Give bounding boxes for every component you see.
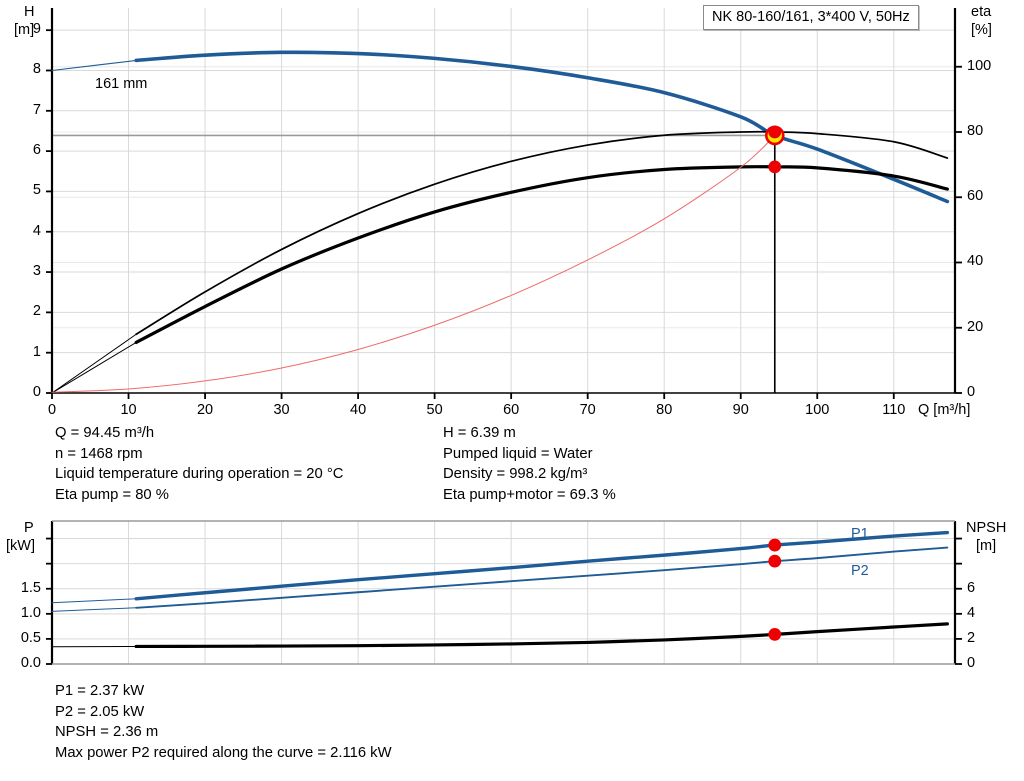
h-tick-0: 0 xyxy=(32,384,41,400)
duty-point xyxy=(764,125,785,146)
h-tick-9: 9 xyxy=(32,21,41,38)
flow-rate-text: Q = 94.45 m³/h xyxy=(55,425,155,441)
pumped-liquid-text: Pumped liquid = Water xyxy=(443,445,593,462)
q-axis-label: Q [m³/h] xyxy=(918,402,971,418)
q-tick-30: 30 xyxy=(273,402,290,418)
npsh-axis-name: NPSH xyxy=(966,520,1007,536)
bottom-left-axis-unit: [kW] xyxy=(6,538,35,555)
power-data-block: P1 = 2.37 kW P2 = 2.05 kW NPSH = 2.36 m … xyxy=(55,681,392,763)
head-text: H = 6.39 m xyxy=(443,425,516,441)
p2-curve xyxy=(135,546,949,609)
eta-tick-100: 100 xyxy=(967,57,992,74)
head-curve xyxy=(134,50,950,204)
npsh-point xyxy=(768,627,782,641)
eta-tick-80: 80 xyxy=(967,122,984,139)
p2-curve-leadin xyxy=(51,607,137,612)
p-axis-unit: [kW] xyxy=(6,538,35,554)
bottom-right-axis-unit: [m] xyxy=(976,538,996,555)
p1-point xyxy=(768,538,782,552)
npsh-tick-6: 6 xyxy=(967,579,976,596)
impeller-diameter-label: 161 mm xyxy=(95,76,147,92)
q-tick-50: 50 xyxy=(426,402,443,418)
eta-pump-curve xyxy=(135,130,949,336)
npsh-curve xyxy=(134,622,949,649)
h-tick-2: 2 xyxy=(32,303,41,320)
chart-title-text: NK 80-160/161, 3*400 V, 50Hz xyxy=(712,9,910,25)
bottom-right-axis-title: NPSH xyxy=(966,520,1006,537)
eta-tick-0: 0 xyxy=(967,384,976,400)
system-curve xyxy=(51,134,776,393)
chart-title-box: NK 80-160/161, 3*400 V, 50Hz xyxy=(703,5,919,30)
operating-data-column-2: H = 6.39 m Pumped liquid = Water Density… xyxy=(443,423,616,505)
q-tick-20: 20 xyxy=(196,402,214,418)
eta-tick-60: 60 xyxy=(967,188,984,205)
p-axis-name: P xyxy=(24,520,34,536)
liquid-temperature-text: Liquid temperature during operation = 20… xyxy=(55,466,344,483)
eta-pump-motor-curve xyxy=(134,165,949,345)
p-tick-0.0: 0.0 xyxy=(20,655,41,671)
head-curve-leadin xyxy=(51,59,137,72)
bottom-left-axis-title: P xyxy=(24,520,34,537)
max-power-text: Max power P2 required along the curve = … xyxy=(55,744,392,761)
h-tick-4: 4 xyxy=(32,222,41,239)
p2-curve-label: P2 xyxy=(851,563,869,579)
q-tick-10: 10 xyxy=(120,402,137,418)
eta-tick-20: 20 xyxy=(967,318,984,335)
q-tick-70: 70 xyxy=(579,402,596,418)
h-axis-unit: [m] xyxy=(14,22,35,38)
p2-value-text: P2 = 2.05 kW xyxy=(55,703,145,720)
npsh-tick-0: 0 xyxy=(967,655,976,671)
eta-pump-curve-leadin xyxy=(51,333,137,394)
operating-data-column-1: Q = 94.45 m³/h n = 1468 rpm Liquid tempe… xyxy=(55,423,343,505)
eta-tick-40: 40 xyxy=(967,253,984,270)
top-right-axis-title: eta xyxy=(971,4,991,21)
q-tick-100: 100 xyxy=(805,402,830,418)
h-tick-7: 7 xyxy=(32,101,41,118)
p-tick-1.0: 1.0 xyxy=(20,604,41,621)
q-tick-110: 110 xyxy=(882,402,906,418)
top-left-axis-title: H xyxy=(24,4,34,21)
npsh-tick-2: 2 xyxy=(967,629,976,646)
eta-pump-motor-curve-leadin xyxy=(51,341,137,394)
eta-pump-motor-point xyxy=(768,160,782,174)
q-tick-40: 40 xyxy=(350,402,367,418)
q-tick-90: 90 xyxy=(732,402,749,418)
h-tick-1: 1 xyxy=(32,343,41,360)
p2-curve-label-text: P2 xyxy=(851,563,869,579)
eta-pump-point xyxy=(768,125,782,139)
h-tick-5: 5 xyxy=(32,182,41,199)
eta-axis-unit: [%] xyxy=(971,22,992,38)
q-tick-80: 80 xyxy=(656,402,673,418)
p1-curve-leadin xyxy=(51,598,137,604)
h-tick-3: 3 xyxy=(32,263,41,280)
p1-value-text: P1 = 2.37 kW xyxy=(55,683,145,699)
top-x-axis-title: Q [m³/h] xyxy=(918,402,970,419)
p-tick-0.5: 0.5 xyxy=(20,629,41,646)
eta-pump-text: Eta pump = 80 % xyxy=(55,486,169,503)
p1-curve xyxy=(134,530,950,601)
p2-point xyxy=(768,554,782,568)
density-text: Density = 998.2 kg/m³ xyxy=(443,466,588,483)
q-tick-60: 60 xyxy=(503,402,520,418)
impeller-diameter-text: 161 mm xyxy=(95,76,148,92)
h-tick-8: 8 xyxy=(32,61,41,78)
npsh-value-text: NPSH = 2.36 m xyxy=(55,724,159,741)
p1-curve-label-text: P1 xyxy=(851,526,869,542)
q-tick-0: 0 xyxy=(47,402,57,418)
eta-pump-motor-text: Eta pump+motor = 69.3 % xyxy=(443,486,616,503)
top-left-axis-unit: [m] xyxy=(14,22,34,39)
h-tick-6: 6 xyxy=(32,142,41,159)
p1-curve-label: P1 xyxy=(851,526,869,542)
h-axis-name: H xyxy=(24,4,35,20)
top-right-axis-unit: [%] xyxy=(971,22,992,39)
p-tick-1.5: 1.5 xyxy=(20,579,41,596)
npsh-tick-4: 4 xyxy=(967,604,976,621)
speed-text: n = 1468 rpm xyxy=(55,445,143,462)
npsh-axis-unit: [m] xyxy=(976,538,997,554)
eta-axis-name: eta xyxy=(971,4,992,20)
